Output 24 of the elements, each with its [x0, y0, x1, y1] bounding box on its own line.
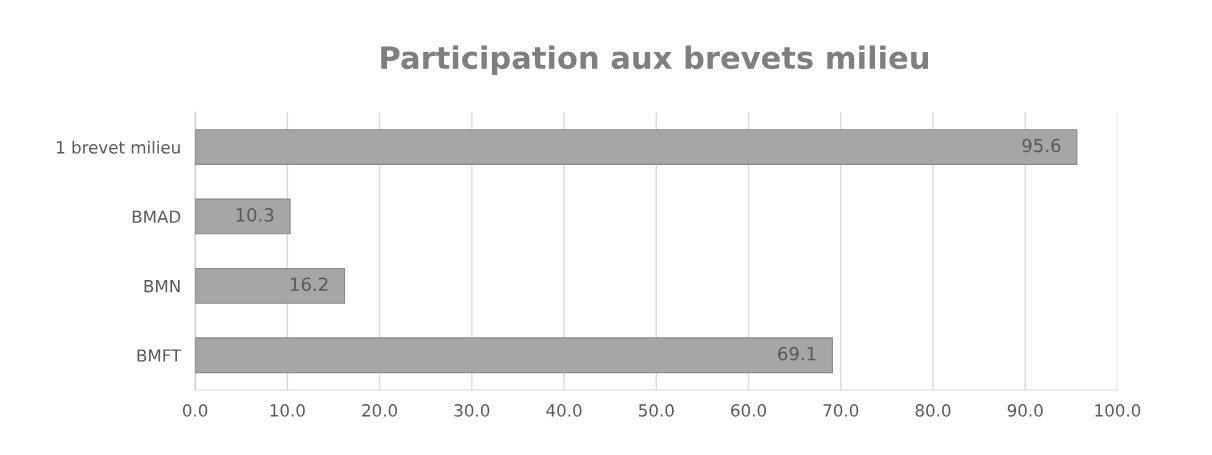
- x-tick-label: 50.0: [639, 404, 674, 417]
- y-tick-label: BMN: [144, 280, 180, 293]
- bar: [195, 198, 291, 235]
- bar: [195, 267, 346, 304]
- x-tick-label: 60.0: [731, 404, 766, 417]
- data-label: 10.3: [236, 208, 274, 222]
- x-tick-label: 40.0: [546, 404, 582, 417]
- x-tick-label: 70.0: [823, 404, 859, 417]
- bar: [195, 337, 834, 374]
- data-label: 95.6: [1022, 138, 1061, 153]
- x-tick-label: 30.0: [454, 404, 490, 417]
- bar: [195, 129, 1078, 165]
- data-label: 69.1: [778, 346, 816, 361]
- x-tick-label: 20.0: [362, 404, 398, 417]
- y-tick-label: BMFT: [137, 349, 182, 362]
- data-label: 16.2: [290, 277, 328, 292]
- x-tick-label: 80.0: [915, 404, 951, 417]
- y-tick-label: 1 brevet milieu: [56, 140, 180, 154]
- chart-title: Participation aux brevets milieu: [381, 45, 928, 76]
- y-tick-label: BMAD: [132, 210, 181, 223]
- x-tick-label: 10.0: [270, 404, 305, 417]
- x-tick-label: 0.0: [182, 404, 208, 417]
- x-tick-label: 90.0: [1007, 404, 1043, 417]
- x-tick-label: 100.0: [1095, 404, 1141, 417]
